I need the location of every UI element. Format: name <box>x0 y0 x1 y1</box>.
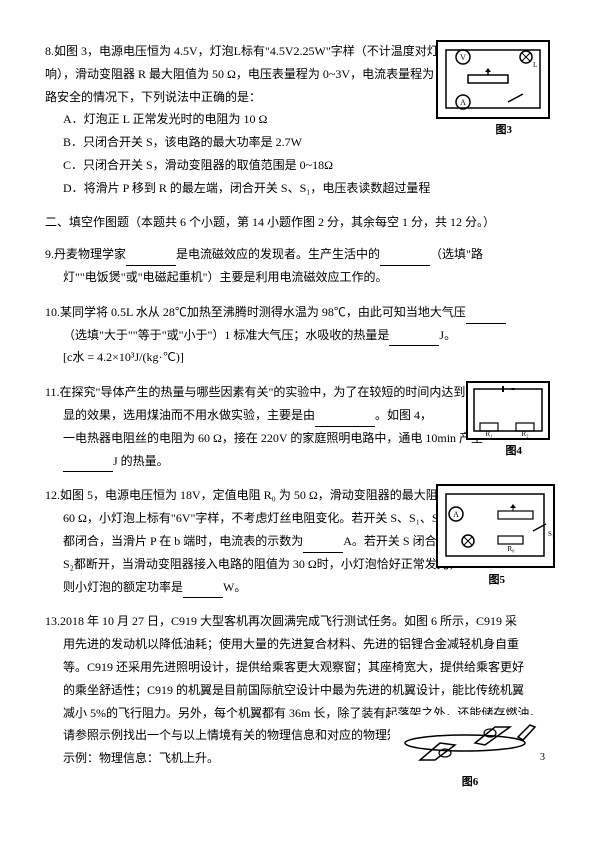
q9-b: 是电流磁效应的发现者。生产生活中的 <box>176 247 380 261</box>
q9-d: 灯""电饭煲"或"电磁起重机"）主要是利用电流磁效应工作的。 <box>63 266 550 289</box>
q13-d: 的乘坐舒适性；C919 的机翼是目前国际航空设计中最为先进的机翼设计，能比传统机… <box>63 679 550 702</box>
svg-text:A: A <box>453 510 459 519</box>
fig5-label: 图5 <box>489 570 506 591</box>
blank <box>126 253 176 266</box>
question-12: A R₀ S₁ 12.如图 5，电源电压恒为 18V，定值电阻 R₀ 为 50 … <box>45 484 550 598</box>
q13-c: 等。C919 还采用先进照明设计，提供给乘客更大观察窗；其座椅宽大，提供给乘客更… <box>63 656 550 679</box>
circuit-diagram-5: A R₀ S₁ <box>436 484 555 568</box>
question-8: V A L 8.如图 3，电源电压恒为 4.5V，灯泡L标有"4.5V2.25W… <box>45 40 550 200</box>
q10-b: （选填"大于""等于"或"小于"）1 标准大气压；水吸收的热量是 <box>63 328 389 342</box>
q9-c: （选填"路 <box>430 247 483 261</box>
svg-text:V: V <box>460 53 466 62</box>
circuit-diagram-4: R₁ R₂ <box>466 381 550 440</box>
q8-opt-d: D．将滑片 P 移到 R 的最左端，闭合开关 S、S₁，电压表读数超过量程 <box>63 177 550 200</box>
q8-opt-c: C．只闭合开关 S，滑动变阻器的取值范围是 0~18Ω <box>63 154 550 177</box>
plane-diagram-6: 3 图6 <box>390 715 550 770</box>
blank <box>315 414 375 427</box>
blank <box>466 311 506 324</box>
q11-a: 11.在探究"导体产生的热量与哪些因素有关"的实验中，为了在较短的时间内达到明 <box>45 385 477 399</box>
q9-a: 9.丹麦物理学家 <box>45 247 126 261</box>
q12-f: 则小灯泡的额定功率是 <box>63 580 183 594</box>
blank <box>303 540 343 553</box>
q11-c: 。如图 4， <box>375 408 432 422</box>
blank <box>63 459 113 472</box>
fig4-label: 图4 <box>506 441 523 462</box>
svg-text:3: 3 <box>540 752 545 763</box>
q8-opt-b: B．只闭合开关 S，该电路的最大功率是 2.7W <box>63 131 550 154</box>
q10-d: [c水 = 4.2×10³J/(kg·℃)] <box>63 346 550 369</box>
q11-e: J 的热量。 <box>113 454 169 468</box>
svg-text:R₂: R₂ <box>521 430 529 438</box>
fig3-label: 图3 <box>496 120 513 141</box>
svg-text:S₁: S₁ <box>548 530 553 538</box>
question-9: 9.丹麦物理学家 是电流磁效应的发现者。生产生活中的 （选填"路 灯""电饭煲"或"… <box>45 243 550 289</box>
q11-d: 一电热器电阻丝的电阻为 60 Ω，接在 220V 的家庭照明电路中，通电 10m… <box>63 431 483 445</box>
q12-b: 60 Ω，小灯泡上标有"6V"字样，不考虑灯丝电阻变化。若开关 S、S₁、S₂ <box>63 511 443 525</box>
q10-c: J。 <box>439 328 456 342</box>
section-2-header: 二、填空作图题（本题共 6 个小题，第 14 小题作图 2 分，其余每空 1 分… <box>45 212 550 234</box>
q13-b: 用先进的发动机以降低油耗；使用大量的先进复合材料、先进的铝锂合金减轻机身自重 <box>63 633 550 656</box>
question-11: R₁ R₂ 11.在探究"导体产生的热量与哪些因素有关"的实验中，为了在较短的时… <box>45 381 550 472</box>
svg-text:A: A <box>460 98 466 107</box>
q10-a: 10.某同学将 0.5L 水从 28℃加热至沸腾时测得水温为 98℃，由此可知当… <box>45 305 466 319</box>
q11-b: 显的效果，选用煤油而不用水做实验，主要是由 <box>63 408 315 422</box>
blank <box>380 253 430 266</box>
circuit-diagram-3: V A L <box>436 40 550 119</box>
q12-e: S₂都断开，当滑动变阻器接入电路的阻值为 30 Ω时，小灯泡恰好正常发光， <box>63 557 461 571</box>
blank <box>183 585 223 598</box>
svg-text:R₀: R₀ <box>507 545 515 553</box>
question-10: 10.某同学将 0.5L 水从 28℃加热至沸腾时测得水温为 98℃，由此可知当… <box>45 301 550 369</box>
q12-g: W。 <box>223 580 246 594</box>
svg-text:R₁: R₁ <box>485 430 492 438</box>
blank <box>389 333 439 346</box>
q12-a: 12.如图 5，电源电压恒为 18V，定值电阻 R₀ 为 50 Ω，滑动变阻器的… <box>45 488 462 502</box>
question-13: 3 图6 13.2018 年 10 月 27 日，C919 大型客机再次圆满完成… <box>45 610 550 770</box>
svg-text:L: L <box>533 61 537 69</box>
q13-a: 13.2018 年 10 月 27 日，C919 大型客机再次圆满完成飞行测试任… <box>45 614 517 628</box>
fig6-label: 图6 <box>390 772 550 793</box>
q12-c: 都闭合，当滑片 P 在 b 端时，电流表的示数为 <box>63 534 303 548</box>
